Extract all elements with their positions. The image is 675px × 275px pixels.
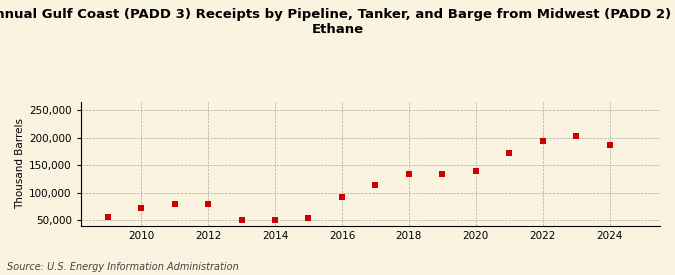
Point [169, 202, 180, 207]
Point [303, 215, 314, 220]
Point [571, 133, 582, 138]
Point [136, 205, 146, 210]
Point [202, 202, 213, 206]
Point [404, 171, 414, 176]
Point [604, 143, 615, 147]
Text: Source: U.S. Energy Information Administration: Source: U.S. Energy Information Administ… [7, 262, 238, 272]
Text: Annual Gulf Coast (PADD 3) Receipts by Pipeline, Tanker, and Barge from Midwest : Annual Gulf Coast (PADD 3) Receipts by P… [0, 8, 675, 36]
Point [236, 218, 247, 222]
Point [537, 139, 548, 143]
Point [470, 169, 481, 173]
Point [102, 214, 113, 219]
Point [337, 194, 348, 199]
Point [269, 218, 280, 222]
Point [504, 150, 515, 155]
Point [370, 182, 381, 187]
Y-axis label: Thousand Barrels: Thousand Barrels [15, 119, 25, 210]
Point [437, 171, 448, 176]
